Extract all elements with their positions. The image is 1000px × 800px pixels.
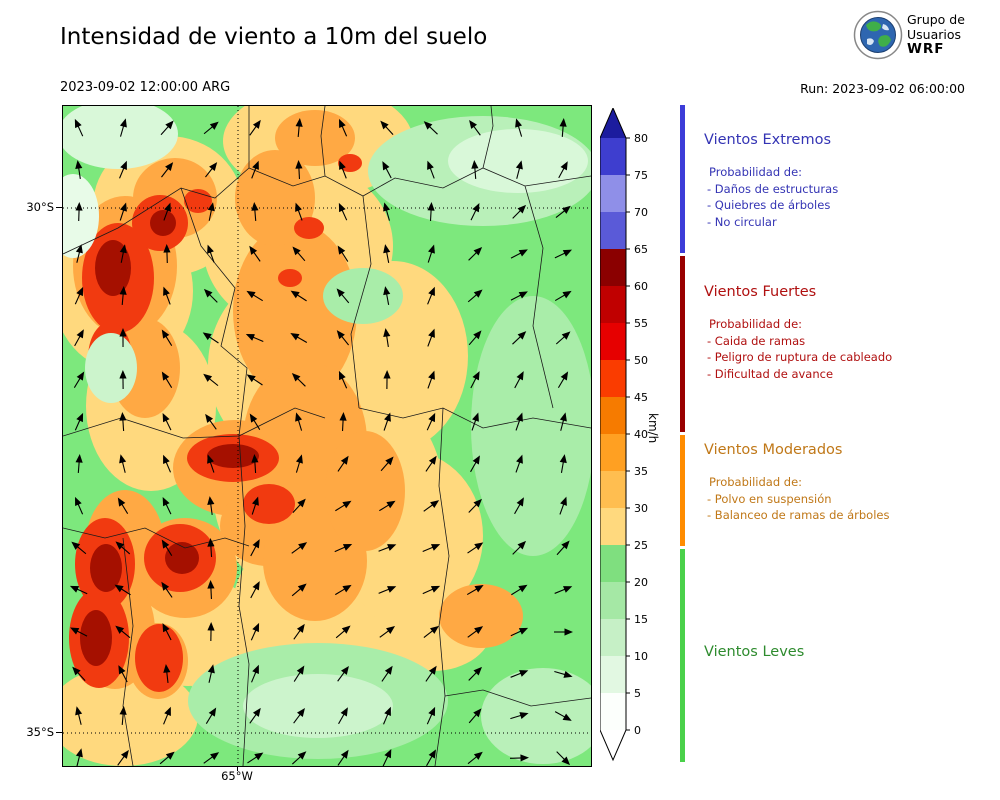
light-wind-region [47,99,605,764]
legend-bar-extremos [680,105,685,253]
lat-label-35s: 35°S [26,725,54,739]
lat-tick-35s [56,732,62,733]
colorbar-tick-label: 5 [634,687,641,700]
legend-section-extremos: Vientos Extremos Probabilidad de: - Daño… [704,132,984,230]
legend-item: - No circular [707,214,777,229]
colorbar-unit-label: km/h [646,413,660,444]
colorbar-tick-label: 45 [634,391,648,404]
logo-text: Grupo de Usuarios WRF [907,12,965,57]
wrf-globe-logo-icon [853,10,903,60]
lat-tick-30s [56,207,62,208]
legend-title-leves: Vientos Leves [704,644,805,660]
graticule-lines [63,106,591,766]
legend-title-moderados: Vientos Moderados [704,442,843,458]
legend-bar-leves [680,549,685,762]
legend-item: - Quiebres de árboles [707,198,831,212]
lon-tick-65w [237,766,238,771]
wind-map [47,86,605,767]
lat-label-30s: 30°S [26,200,54,214]
colorbar-tick-label: 0 [634,724,641,737]
colorbar-tick-label: 65 [634,243,648,256]
legend-title-extremos: Vientos Extremos [704,132,832,148]
page-title: Intensidad de viento a 10m del suelo [60,24,488,50]
colorbar-tick-label: 30 [634,502,648,515]
wind-intensity-field [47,86,605,767]
legend-section-fuertes: Vientos Fuertes Probabilidad de: - Caida… [704,284,984,382]
legend-item: - Polvo en suspensión [707,491,832,506]
province-borders [62,105,592,767]
legend-prob-label: Probabilidad de: [709,475,803,489]
colorbar-tick-label: 35 [634,465,648,478]
legend-item: - Daños de estructuras [707,181,839,196]
colorbar-tick-label: 75 [634,169,648,182]
colorbar-tick-label: 70 [634,206,648,219]
colorbar-tick-label: 20 [634,576,648,589]
wind-vector-arrows [69,118,573,767]
legend-item: - Peligro de ruptura de cableado [707,350,893,364]
legend-section-moderados: Vientos Moderados Probabilidad de: - Pol… [704,442,984,524]
colorbar-tick-label: 15 [634,613,648,626]
colorbar-tick-label: 50 [634,354,648,367]
legend-prob-label: Probabilidad de: [709,165,803,179]
legend-item: - Balanceo de ramas de árboles [707,508,890,522]
colorbar-tick-label: 40 [634,428,648,441]
colorbar-tick-label: 55 [634,317,648,330]
legend-bar-moderados [680,435,685,546]
legend-title-fuertes: Vientos Fuertes [704,284,817,300]
legend-bar-fuertes [680,256,685,432]
legend-item: - Dificultad de avance [707,366,834,381]
extreme-core-region [80,210,259,666]
colorbar-tick-label: 10 [634,650,648,663]
legend-prob-label: Probabilidad de: [709,317,803,331]
colorbar-tick-label: 25 [634,539,648,552]
lon-label-65w: 65°W [221,769,253,783]
logo-wrf: WRF [907,41,945,57]
logo-line-2: Usuarios [907,27,962,42]
run-time-label: Run: 2023-09-02 06:00:00 [800,81,965,96]
logo-line-1: Grupo de [907,12,965,27]
valid-time-label: 2023-09-02 12:00:00 ARG [60,80,231,95]
legend-item: - Caida de ramas [707,333,806,348]
colorbar-tick-label: 60 [634,280,648,293]
legend-section-leves: Vientos Leves [704,644,984,676]
colorbar-tick-label: 80 [634,132,648,145]
